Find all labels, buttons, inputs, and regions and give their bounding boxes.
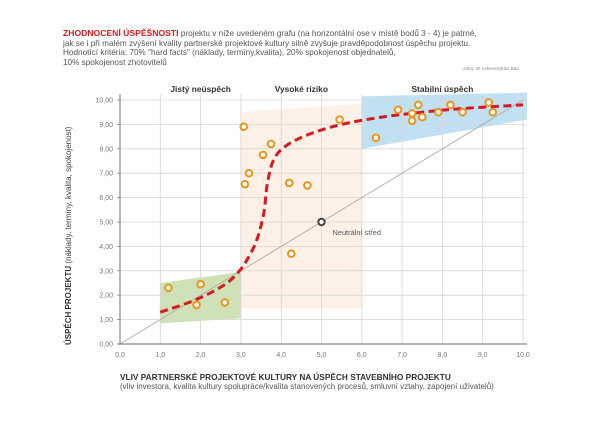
intro-line-2: jak se i při malém zvýšení kvality partn… (63, 38, 471, 48)
data-point (220, 298, 230, 307)
data-point (266, 139, 276, 149)
intro-line-3: Hodnotící kritéria: 70% "hard facts" (ná… (63, 48, 396, 58)
x-tick-label: 4,0 (276, 352, 286, 359)
trend-curve (159, 103, 524, 314)
source-note: zdroj: IO Lebenszyklus Bau (463, 66, 519, 71)
y-tick-label: 4,00 (99, 244, 113, 251)
data-point (458, 107, 467, 117)
y-tick-label: 3,00 (99, 268, 113, 275)
intro-highlight: ZHODNOCENÍ ÚSPĚŠNOSTI (63, 28, 179, 38)
zone-label: Vysoké riziko (275, 84, 328, 94)
x-tick-label: 0,0 (115, 352, 125, 359)
y-tick-label: 2,00 (99, 293, 113, 300)
data-point (484, 98, 494, 107)
x-tick-label: 5,0 (317, 352, 327, 359)
region-orange (240, 103, 362, 309)
intro-line-4: 10% spokojenost zhotovitelů (63, 57, 167, 67)
x-tick-label: 8,0 (438, 352, 448, 359)
x-tick-label: 7,0 (397, 352, 407, 359)
y-tick-label: 9,00 (99, 122, 113, 129)
y-axis-label-bold: ÚSPĚCH PROJEKTU (64, 266, 73, 345)
data-point (192, 300, 201, 310)
y-axis-label: ÚSPĚCH PROJEKTU (náklady, termíny, kvali… (64, 126, 73, 345)
y-tick-label: 0,00 (99, 342, 113, 349)
data-point (284, 178, 294, 188)
data-point (407, 109, 417, 118)
y-tick-label: 1,00 (99, 317, 113, 324)
data-point (239, 122, 249, 132)
data-point (407, 116, 417, 126)
y-tick-label: 10,00 (95, 98, 113, 105)
data-point (244, 168, 254, 178)
data-point (434, 107, 443, 117)
data-point (335, 115, 344, 124)
x-tick-label: 10,0 (516, 352, 530, 359)
data-point (303, 181, 312, 190)
data-point (196, 279, 205, 289)
data-point (417, 112, 427, 122)
x-tick-label: 2,0 (196, 352, 206, 359)
data-point (488, 107, 498, 117)
y-tick-label: 6,00 (99, 195, 113, 202)
y-tick-label: 7,00 (99, 171, 113, 178)
data-point (164, 283, 173, 293)
data-point (286, 249, 296, 259)
neutral-point-label: Neutrální střed (333, 228, 381, 237)
data-point (258, 150, 268, 160)
x-axis-sublabel: (vliv investora, kvalita kultury spolupr… (120, 382, 494, 391)
neutral-point (317, 217, 326, 227)
intro-line-1: projektu v níže uvedeném grafu (na horiz… (178, 29, 477, 38)
zone-label: Stabilní úspěch (411, 84, 473, 94)
data-point (393, 105, 403, 115)
intro-text: ZHODNOCENÍ ÚSPĚŠNOSTI projektu v níže uv… (63, 28, 583, 67)
x-tick-label: 6,0 (357, 352, 367, 359)
data-point (371, 133, 381, 143)
data-point (413, 100, 423, 110)
y-axis-label-rest: (náklady, termíny, kvalita, spokojenost) (64, 126, 73, 266)
x-tick-label: 1,0 (155, 352, 165, 359)
x-tick-label: 9,0 (478, 352, 488, 359)
y-tick-label: 5,00 (99, 220, 113, 227)
data-point (240, 179, 250, 189)
zone-label: Jistý neúspěch (170, 84, 231, 94)
x-axis-label: VLIV PARTNERSKÉ PROJEKTOVÉ KULTURY NA ÚS… (120, 372, 451, 382)
region-blue (361, 92, 528, 149)
data-point (446, 100, 455, 110)
y-tick-label: 8,00 (99, 146, 113, 153)
x-tick-label: 3,0 (236, 352, 246, 359)
